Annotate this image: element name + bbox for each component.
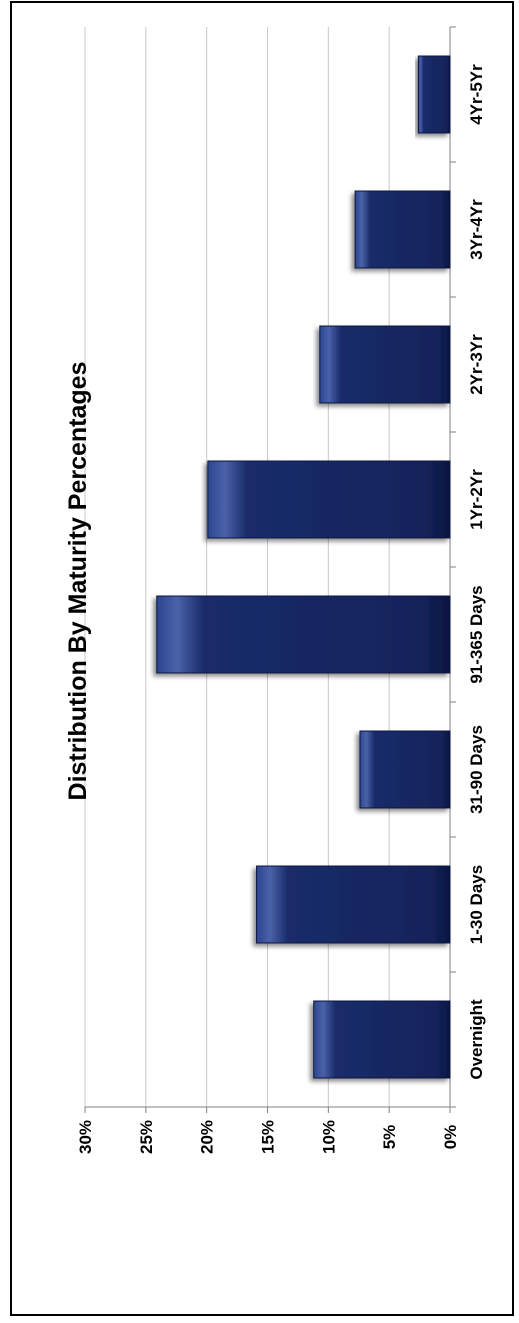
value-tick-label: 0%	[441, 1125, 460, 1150]
chart-frame: 0% 5% 10% 15% 20% 25% 30% Overnight 1-30 Days 31-…	[10, 1, 514, 1316]
bar-1yr-2yr	[207, 460, 451, 539]
category-label: 1-30 Days	[467, 865, 486, 944]
axes	[84, 26, 456, 1113]
bar-91-365-days	[156, 595, 451, 674]
bar-31-90-days	[359, 730, 451, 809]
maturity-distribution-chart: 0% 5% 10% 15% 20% 25% 30% Overnight 1-30 Days 31-…	[64, 26, 486, 1154]
labels: 0% 5% 10% 15% 20% 25% 30% Overnight 1-30 Days 31-…	[76, 64, 486, 1154]
value-tick-label: 15%	[259, 1120, 278, 1154]
value-tick-label: 10%	[319, 1120, 338, 1154]
category-label: 4Yr-5Yr	[467, 64, 486, 125]
value-tick-label: 30%	[76, 1120, 95, 1154]
value-tick-label: 20%	[198, 1120, 217, 1154]
category-label: 1Yr-2Yr	[467, 469, 486, 530]
category-label: Overnight	[467, 999, 486, 1080]
bar-overnight	[313, 1000, 451, 1079]
bar-4yr-5yr	[417, 55, 451, 134]
category-label: 31-90 Days	[467, 725, 486, 814]
value-tick-label: 25%	[137, 1120, 156, 1154]
value-tick-label: 5%	[380, 1125, 399, 1150]
bar-2yr-3yr	[319, 325, 451, 404]
bar-3yr-4yr	[354, 190, 451, 269]
category-label: 3Yr-4Yr	[467, 199, 486, 260]
category-label: 2Yr-3Yr	[467, 334, 486, 395]
bars	[156, 55, 451, 1079]
chart-title: Distribution By Maturity Percentages	[64, 362, 92, 801]
category-label: 91-365 Days	[467, 585, 486, 683]
gridlines	[84, 27, 390, 1107]
bar-1-30-days	[256, 865, 451, 944]
